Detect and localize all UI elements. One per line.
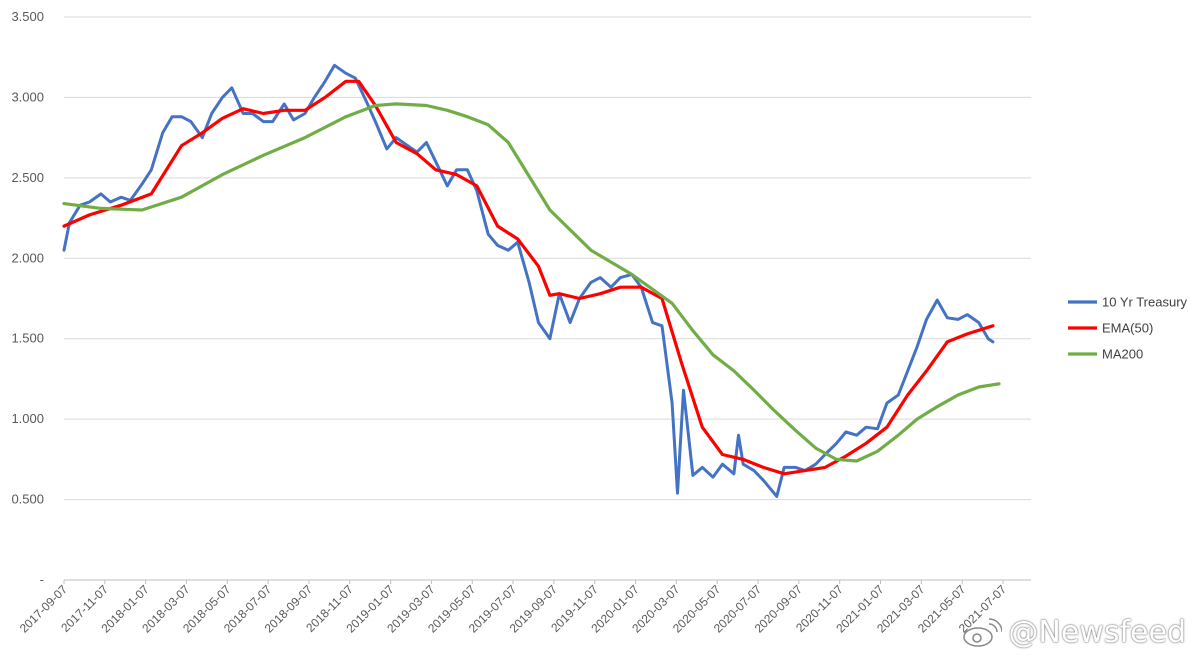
y-tick-label: 3.000 (11, 89, 44, 104)
series-lines (62, 63, 1001, 498)
series-line-1 (62, 79, 995, 476)
y-axis-ticks: - 0.500 1.000 1.500 2.000 2.500 3.000 3.500 (11, 9, 44, 587)
legend-label: MA200 (1102, 347, 1143, 362)
watermark-text: @Newsfeed (1008, 615, 1186, 650)
y-tick-label: - (40, 572, 44, 587)
legend: 10 Yr Treasury EMA(50) MA200 (1068, 295, 1188, 362)
watermark: @Newsfeed (962, 615, 1186, 650)
y-tick-label: 2.500 (11, 170, 44, 185)
y-tick-label: 2.000 (11, 250, 44, 265)
y-tick-label: 3.500 (11, 9, 44, 24)
series-line-2 (62, 102, 1001, 463)
y-tick-label: 1.500 (11, 331, 44, 346)
y-tick-label: 0.500 (11, 492, 44, 507)
gridlines (64, 16, 1031, 501)
x-axis-ticks: 2017-09-072017-11-072018-01-072018-03-07… (17, 580, 1009, 636)
y-tick-label: 1.000 (11, 411, 44, 426)
legend-label: 10 Yr Treasury (1102, 295, 1188, 310)
legend-label: EMA(50) (1102, 321, 1153, 336)
series-line-0 (62, 63, 995, 498)
weibo-logo-icon (963, 617, 1003, 647)
